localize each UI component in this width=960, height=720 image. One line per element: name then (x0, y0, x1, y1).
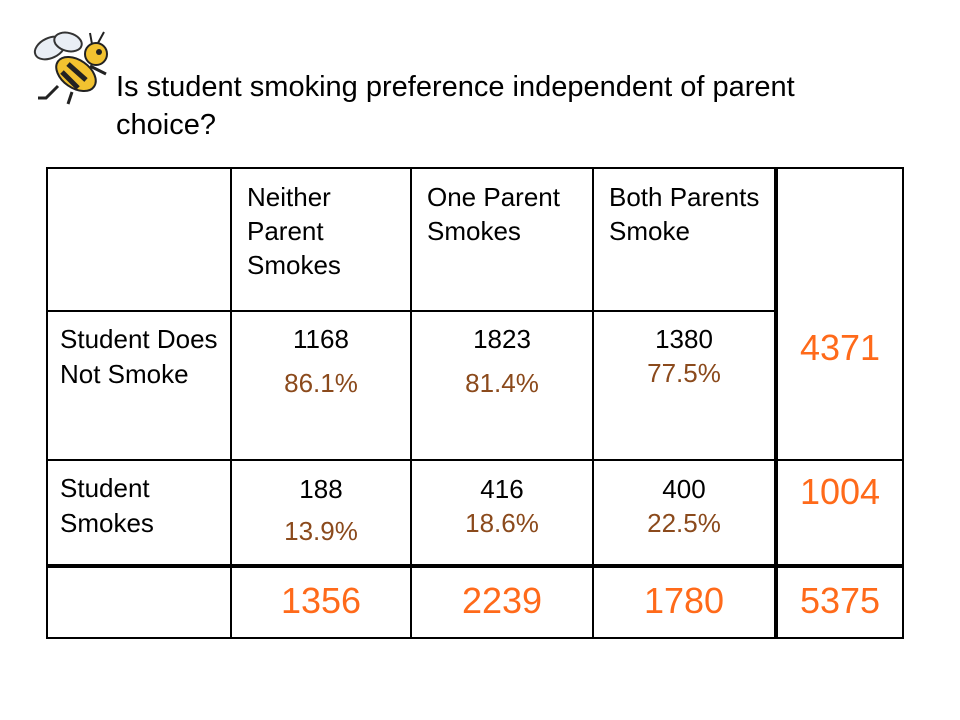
cell-count: 1823 (473, 324, 531, 354)
column-total-one: 2239 (461, 580, 543, 621)
grid-line-bottom (46, 637, 904, 639)
cell-count: 1380 (655, 324, 713, 354)
row-total-not-smoke: 4371 (799, 327, 881, 368)
cell-not-smoke-one: 1823 81.4% (412, 322, 592, 400)
grid-line-col3 (592, 167, 594, 639)
cell-count: 1168 (293, 324, 349, 354)
column-header-both: Both Parents Smoke (609, 182, 760, 246)
grid-line-row1-bottom (46, 459, 904, 461)
grid-line-col2 (410, 167, 412, 639)
grid-line-left (46, 167, 48, 639)
row-label-not-smoke: Student Does Not Smoke (60, 324, 218, 389)
grid-line-col4 (774, 167, 778, 639)
column-header-neither: Neither Parent Smokes (247, 182, 341, 280)
cell-not-smoke-both: 1380 77.5% (594, 322, 774, 390)
question-title: Is student smoking preference independen… (116, 71, 795, 141)
hornet-mascot-icon (33, 31, 108, 105)
grid-line-row2-bottom (46, 564, 904, 568)
cell-percent: 77.5% (647, 358, 721, 388)
column-total-neither: 1356 (280, 580, 362, 621)
cell-count: 416 (480, 474, 524, 504)
cell-smokes-both: 400 22.5% (594, 472, 774, 540)
grid-line-top-right (776, 167, 904, 169)
cell-smokes-one: 416 18.6% (412, 472, 592, 540)
grand-total: 5375 (799, 580, 881, 621)
grid-line-col1 (230, 167, 232, 639)
cell-not-smoke-neither: 1168 86.1% (232, 322, 410, 400)
row-label-smokes: Student Smokes (60, 473, 154, 538)
grid-line-right (902, 167, 904, 639)
cell-count: 400 (662, 474, 706, 504)
cell-percent: 81.4% (465, 368, 539, 398)
cell-percent: 86.1% (284, 368, 358, 398)
cell-count: 188 (299, 474, 343, 504)
cell-percent: 22.5% (647, 508, 721, 538)
cell-smokes-neither: 188 13.9% (232, 472, 410, 548)
column-total-both: 1780 (643, 580, 725, 621)
cell-percent: 13.9% (284, 516, 358, 546)
row-total-smokes: 1004 (799, 471, 881, 512)
column-header-one: One Parent Smokes (427, 182, 560, 246)
cell-percent: 18.6% (465, 508, 539, 538)
